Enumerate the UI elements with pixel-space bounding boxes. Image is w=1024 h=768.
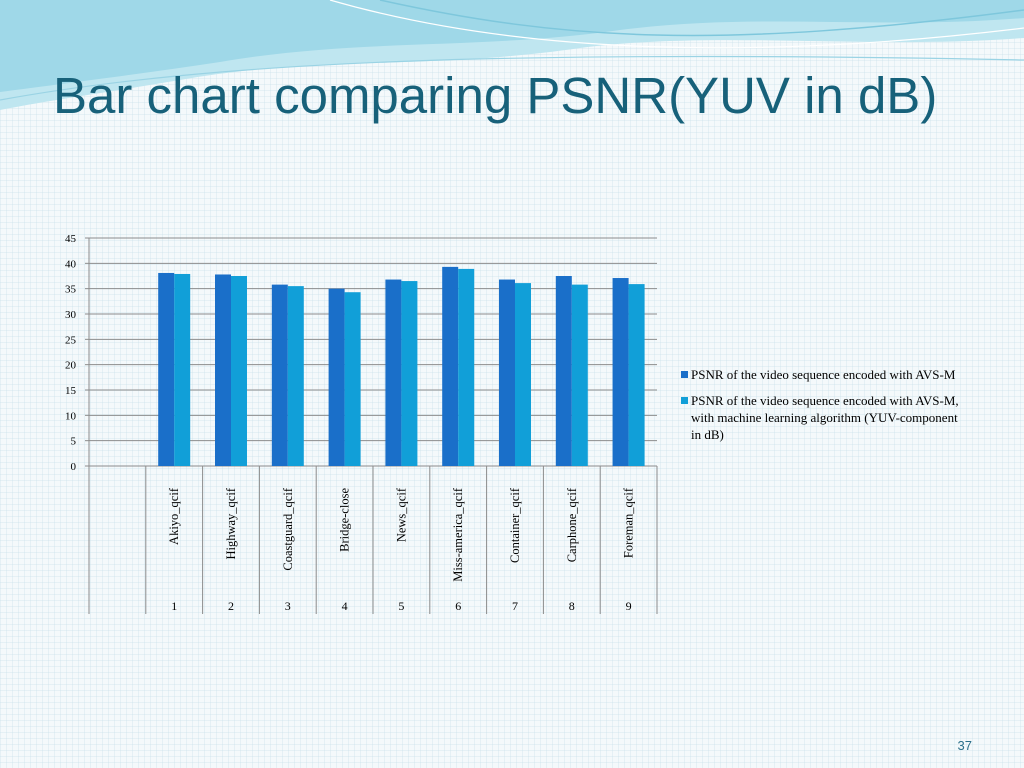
bar-series-2 xyxy=(458,268,475,466)
bar-series-2 xyxy=(515,283,531,466)
category-index-label: 5 xyxy=(398,599,404,613)
category-index-label: 4 xyxy=(342,599,348,613)
category-index-label: 7 xyxy=(512,599,518,613)
bar-series-1 xyxy=(271,284,288,466)
bar-series-2 xyxy=(344,292,361,466)
bar-series-1 xyxy=(215,274,231,466)
bar-series-2 xyxy=(571,284,588,466)
legend-swatch-series-2 xyxy=(681,397,688,404)
category-label: Akiyo_qcif xyxy=(167,487,181,545)
y-tick-label: 15 xyxy=(65,385,77,397)
legend-item-series-1: PSNR of the video sequence encoded with … xyxy=(681,366,971,383)
bar-series-1 xyxy=(158,272,175,466)
category-index-label: 6 xyxy=(455,599,461,613)
y-tick-label: 30 xyxy=(65,309,77,321)
category-label: Bridge-close xyxy=(338,488,352,552)
bar-series-1 xyxy=(555,276,572,466)
slide-number: 37 xyxy=(957,738,972,753)
bar-series-2 xyxy=(174,273,191,466)
bar-series-1 xyxy=(612,278,629,466)
y-tick-label: 45 xyxy=(65,233,77,245)
category-label: Container_qcif xyxy=(508,487,522,563)
bar-series-2 xyxy=(287,286,304,466)
legend-swatch-series-1 xyxy=(681,371,688,378)
y-tick-label: 35 xyxy=(65,284,77,296)
legend-item-series-2: PSNR of the video sequence encoded with … xyxy=(681,392,971,443)
y-tick-label: 25 xyxy=(65,334,77,346)
y-tick-label: 40 xyxy=(65,258,77,270)
slide-title: Bar chart comparing PSNR(YUV in dB) xyxy=(53,67,938,124)
header-swoosh-decoration xyxy=(0,0,1024,110)
bar-series-1 xyxy=(499,279,515,466)
legend-label-series-2: PSNR of the video sequence encoded with … xyxy=(691,393,959,442)
category-index-label: 2 xyxy=(228,599,234,613)
bar-series-2 xyxy=(628,284,645,466)
y-tick-label: 20 xyxy=(65,360,77,372)
bar-series-1 xyxy=(442,266,459,466)
y-tick-label: 10 xyxy=(65,410,77,422)
bar-series-2 xyxy=(231,276,247,466)
legend-label-series-1: PSNR of the video sequence encoded with … xyxy=(691,367,956,382)
category-label: News_qcif xyxy=(394,487,408,542)
bar-series-1 xyxy=(328,288,345,466)
category-label: Foreman_qcif xyxy=(622,487,636,558)
bar-series-2 xyxy=(401,281,418,466)
category-label: Coastguard_qcif xyxy=(281,487,295,570)
bar-series-1 xyxy=(385,279,402,466)
category-index-label: 1 xyxy=(171,599,177,613)
y-tick-label: 5 xyxy=(71,436,77,448)
category-index-label: 3 xyxy=(285,599,291,613)
category-index-label: 9 xyxy=(626,599,632,613)
category-label: Miss-america_qcif xyxy=(451,487,465,582)
category-label: Highway_qcif xyxy=(224,487,238,559)
y-tick-label: 0 xyxy=(71,461,77,473)
category-label: Carphone_qcif xyxy=(565,487,579,562)
category-index-label: 8 xyxy=(569,599,575,613)
chart-legend: PSNR of the video sequence encoded with … xyxy=(681,366,971,452)
